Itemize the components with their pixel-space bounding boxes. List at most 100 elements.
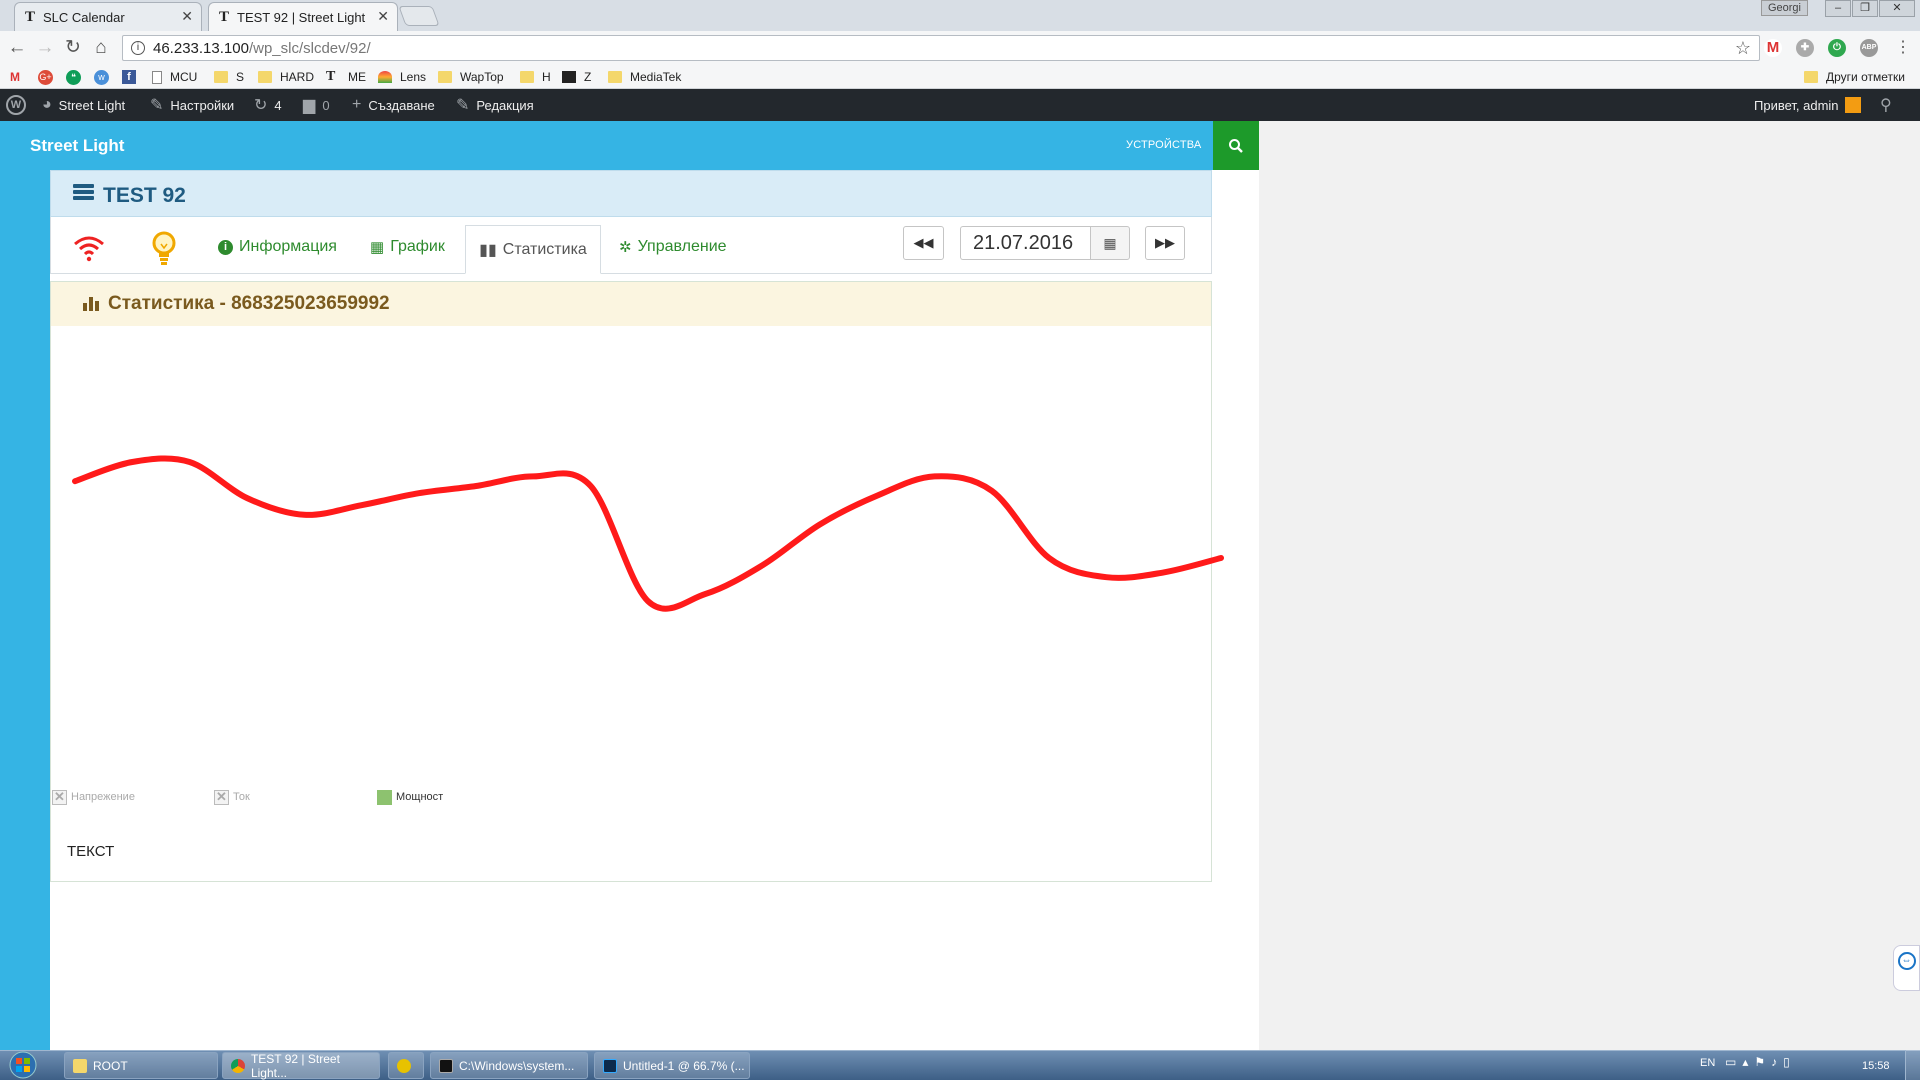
comment-icon: ▆: [303, 97, 316, 114]
wifi-icon[interactable]: [72, 234, 106, 265]
bookmark-lens[interactable]: Lens: [378, 68, 426, 86]
wordpress-logo-icon[interactable]: W: [6, 89, 26, 121]
wp-admin-bar: W ◕ Street Light ✎ Настройки ↻ 4 ▆ 0 + Създав…: [0, 89, 1920, 121]
bookmark-icon[interactable]: w: [94, 68, 109, 86]
gplus-bookmark-icon[interactable]: G+: [38, 68, 53, 86]
statistics-chart: [72, 455, 1224, 612]
back-icon[interactable]: ←: [7, 37, 27, 58]
start-button[interactable]: [6, 1050, 46, 1080]
statistics-title: Статистика - 868325023659992: [108, 293, 390, 314]
bookmark-z[interactable]: Z: [562, 68, 591, 86]
forward-icon: ▶▶: [1155, 235, 1175, 250]
unchecked-box-icon: ✕: [52, 789, 67, 805]
tab-statistics[interactable]: ▮▮ Статистика: [465, 225, 601, 274]
site-search-button[interactable]: [1213, 121, 1259, 170]
reload-icon[interactable]: ↻: [65, 37, 81, 58]
previous-date-button[interactable]: ◀◀: [903, 226, 944, 260]
extension-icon[interactable]: ✚: [1796, 39, 1814, 57]
bookmark-folder-s[interactable]: S: [214, 68, 244, 86]
nav-devices-link[interactable]: УСТРОЙСТВА: [1126, 139, 1202, 151]
teamviewer-side-tab[interactable]: ⇔: [1893, 945, 1920, 991]
other-bookmarks[interactable]: Други отметки: [1804, 68, 1905, 86]
bookmark-mcu[interactable]: MCU: [152, 68, 197, 86]
maximize-button[interactable]: ❐: [1852, 0, 1878, 17]
lightbulb-icon[interactable]: [151, 230, 177, 271]
calendar-grid-icon: ▦: [1103, 234, 1117, 251]
gmail-bookmark-icon[interactable]: M: [10, 70, 20, 84]
bookmarks-bar: M G+ ❝ w f MCU S HARD T ME Lens WapTop H …: [0, 65, 1920, 89]
taskbar-item-root[interactable]: ROOT: [64, 1052, 218, 1079]
gmail-icon[interactable]: M: [1764, 39, 1782, 57]
site-title[interactable]: Street Light: [30, 136, 125, 155]
tab-schedule[interactable]: ▦ График: [370, 238, 445, 256]
info-icon[interactable]: i: [131, 41, 145, 55]
brush-icon: ✎: [150, 97, 164, 114]
page-right-background: [1259, 121, 1920, 1050]
calendar-button[interactable]: ▦: [1090, 226, 1130, 260]
adblock-icon[interactable]: ABP: [1860, 39, 1878, 57]
show-desktop-button[interactable]: [1905, 1050, 1920, 1080]
adminbar-account[interactable]: Привет, admin: [1754, 89, 1861, 121]
plus-icon: +: [352, 96, 362, 113]
system-tray-icons[interactable]: ▭▴⚑♪▯: [1725, 1055, 1796, 1069]
next-date-button[interactable]: ▶▶: [1145, 226, 1185, 260]
bar-chart-icon: [83, 295, 101, 311]
adminbar-new[interactable]: + Създаване: [352, 96, 435, 113]
date-input[interactable]: 21.07.2016: [960, 226, 1091, 260]
browser-tab-slc-calendar[interactable]: T SLC Calendar ✕: [14, 2, 202, 31]
taskbar-item-cmd[interactable]: C:\Windows\system...: [430, 1052, 588, 1079]
close-window-button[interactable]: ✕: [1879, 0, 1915, 17]
tab-favicon: T: [219, 8, 230, 25]
taskbar-item-photoshop[interactable]: Untitled-1 @ 66.7% (...: [594, 1052, 750, 1079]
statistics-panel: [50, 281, 1212, 882]
adminbar-comments[interactable]: ▆ 0: [303, 97, 330, 114]
star-icon[interactable]: ☆: [1734, 38, 1751, 58]
window-user-badge[interactable]: Georgi: [1760, 0, 1808, 16]
adminbar-updates[interactable]: ↻ 4: [254, 97, 282, 114]
tab-info[interactable]: i Информация: [218, 229, 337, 265]
updates-icon: ↻: [254, 97, 268, 114]
tab-control[interactable]: ✲ Управление: [619, 238, 727, 256]
taskbar-item-chrome[interactable]: TEST 92 | Street Light...: [222, 1052, 380, 1080]
new-tab-button[interactable]: [398, 6, 440, 26]
adminbar-search-icon[interactable]: ⚲: [1880, 97, 1892, 114]
close-icon[interactable]: ✕: [181, 8, 193, 24]
bar-chart-icon: ▮▮: [479, 241, 497, 259]
home-icon[interactable]: ⌂: [95, 37, 107, 58]
minimize-button[interactable]: –: [1825, 0, 1851, 17]
taskbar-item-app[interactable]: [388, 1052, 424, 1079]
bookmark-me[interactable]: T ME: [326, 69, 366, 85]
close-icon[interactable]: ✕: [377, 8, 389, 24]
bookmark-folder-hard[interactable]: HARD: [258, 68, 314, 86]
backward-icon: ◀◀: [913, 235, 934, 250]
power-icon[interactable]: ⏻: [1828, 39, 1846, 57]
panel-text: ТЕКСТ: [67, 843, 115, 860]
windows-taskbar: [0, 1050, 1920, 1080]
browser-toolbar: ← → ↻ ⌂ i 46.233.13.100/wp_slc/slcdev/92…: [0, 31, 1920, 65]
legend-color-swatch: [377, 789, 392, 805]
adminbar-site[interactable]: ◕ Street Light: [42, 96, 126, 113]
bookmark-folder-mediatek[interactable]: MediaTek: [608, 68, 681, 86]
tab-title: SLC Calendar: [43, 9, 125, 25]
legend-item-current[interactable]: ✕ Ток: [214, 789, 250, 805]
device-title: TEST 92: [103, 184, 186, 207]
facebook-bookmark-icon[interactable]: f: [122, 68, 136, 86]
gear-icon: ✲: [619, 239, 632, 256]
hangouts-bookmark-icon[interactable]: ❝: [66, 68, 81, 86]
series-line: [72, 455, 1224, 612]
menu-icon[interactable]: ⋮: [1895, 39, 1911, 56]
legend-item-voltage[interactable]: ✕ Напрежение: [52, 789, 135, 805]
server-icon: [73, 184, 94, 201]
bookmark-folder-waptop[interactable]: WapTop: [438, 68, 504, 86]
adminbar-customize[interactable]: ✎ Настройки: [150, 97, 235, 114]
language-indicator[interactable]: EN: [1700, 1057, 1716, 1069]
page-left-strip: [0, 170, 50, 1050]
bookmark-folder-h[interactable]: H: [520, 68, 551, 86]
browser-tab-test92[interactable]: T TEST 92 | Street Light ✕: [208, 2, 398, 31]
clock[interactable]: 15:58: [1862, 1060, 1890, 1072]
address-bar[interactable]: i 46.233.13.100/wp_slc/slcdev/92/ ☆: [122, 35, 1760, 61]
statistics-panel-header: [51, 282, 1211, 326]
adminbar-edit[interactable]: ✎ Редакция: [456, 97, 534, 114]
legend-item-power[interactable]: Мощност: [377, 789, 443, 805]
forward-icon[interactable]: →: [35, 37, 55, 58]
